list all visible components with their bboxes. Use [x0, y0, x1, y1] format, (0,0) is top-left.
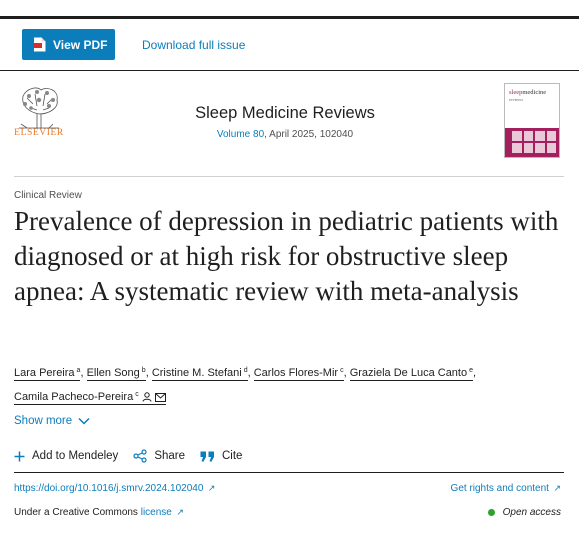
open-access-badge: Open access [487, 507, 561, 518]
cite-button[interactable]: Cite [200, 450, 242, 462]
download-full-issue-link[interactable]: Download full issue [142, 38, 246, 52]
journal-title[interactable]: Sleep Medicine Reviews [195, 104, 375, 122]
show-more-button[interactable]: Show more [14, 415, 90, 427]
external-link-icon: ↗ [205, 483, 216, 493]
article-type: Clinical Review [14, 190, 82, 201]
header-divider [14, 176, 564, 177]
chevron-down-icon [78, 417, 90, 425]
quote-icon [200, 451, 214, 461]
journal-cover-thumbnail[interactable]: sleepmedicine reviews [504, 83, 560, 158]
cover-title-part-3: reviews [509, 96, 523, 102]
author-link[interactable]: Ellen Song b [86, 367, 146, 381]
author-list: Lara Pereira a, Ellen Song b, Cristine M. … [14, 367, 477, 405]
external-link-icon: ↗ [550, 483, 561, 493]
corresponding-author-link[interactable]: Camila Pacheco-Pereira c [14, 391, 166, 405]
tools-divider [14, 472, 564, 473]
toolbar-divider [0, 70, 579, 71]
author-link[interactable]: Cristine M. Stefani d [151, 367, 248, 381]
license-prefix: Under a Creative Commons [14, 507, 141, 518]
journal-issue-info: Volume 80, April 2025, 102040 [0, 129, 570, 140]
cover-title-part-2: medicine [522, 89, 547, 96]
cover-title: sleepmedicine reviews [509, 89, 547, 103]
author-link[interactable]: Graziela De Luca Canto e [349, 367, 474, 381]
add-to-mendeley-button[interactable]: Add to Mendeley [14, 450, 118, 462]
author-link[interactable]: Carlos Flores-Mir c [253, 367, 344, 381]
cover-tiles [512, 131, 556, 153]
journal-header: ELSEVIER Sleep Medicine Reviews Volume 8… [0, 72, 579, 172]
share-icon [133, 449, 147, 463]
author-link[interactable]: Lara Pereira a [14, 367, 81, 381]
cite-label: Cite [222, 450, 243, 462]
person-icon [142, 392, 152, 402]
open-access-label: Open access [502, 507, 561, 518]
share-label: Share [154, 450, 185, 462]
elsevier-wordmark: ELSEVIER [14, 128, 64, 138]
license-info: Under a Creative Commons license ↗ [14, 507, 184, 518]
mendeley-label: Add to Mendeley [32, 450, 119, 462]
article-tools: Add to Mendeley Share Cite [14, 448, 257, 464]
plus-icon [14, 451, 25, 461]
rights-and-content-link[interactable]: Get rights and content ↗ [450, 483, 561, 494]
mail-icon [154, 393, 166, 402]
view-pdf-button[interactable]: View PDF [22, 29, 115, 60]
license-link[interactable]: license ↗ [140, 507, 184, 518]
view-pdf-label: View PDF [53, 37, 108, 52]
elsevier-tree-logo[interactable] [13, 84, 65, 150]
pdf-file-icon [33, 37, 46, 52]
share-button[interactable]: Share [133, 449, 185, 463]
show-more-label: Show more [14, 415, 73, 427]
top-rule [0, 16, 579, 19]
volume-link[interactable]: Volume 80 [216, 129, 265, 140]
open-access-dot [487, 509, 495, 516]
doi-link[interactable]: https://doi.org/10.1016/j.smrv.2024.1020… [14, 483, 216, 494]
cover-title-part-1: sleep [509, 89, 523, 96]
issue-details: , April 2025, 102040 [264, 129, 354, 140]
external-link-icon: ↗ [173, 507, 184, 517]
article-title: Prevalence of depression in pediatric pa… [14, 206, 559, 306]
action-bar: View PDF Download full issue [0, 19, 579, 71]
